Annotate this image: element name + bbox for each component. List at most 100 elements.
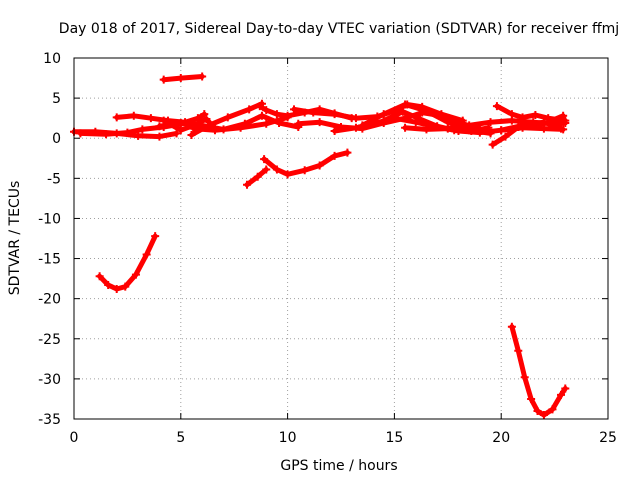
data-point	[401, 123, 410, 132]
data-point	[465, 121, 474, 130]
data-point	[351, 123, 360, 132]
y-tick-label: 0	[52, 131, 61, 147]
data-point	[260, 155, 269, 164]
y-tick-label: -30	[38, 372, 61, 388]
y-tick-label: -15	[38, 252, 61, 268]
data-point	[330, 110, 339, 119]
y-tick-label: -35	[38, 412, 61, 428]
data-point	[501, 132, 510, 141]
data-point	[255, 102, 264, 111]
x-tick-label: 20	[492, 430, 510, 446]
plot-frame	[73, 57, 609, 420]
data-point	[138, 125, 147, 134]
x-tick-label: 0	[70, 430, 79, 446]
data-point	[398, 107, 407, 116]
data-point	[561, 384, 570, 393]
data-point	[486, 129, 495, 138]
data-point	[102, 130, 111, 139]
data-point	[176, 74, 185, 83]
data-point	[146, 114, 155, 123]
data-point	[351, 114, 360, 123]
series-track-h	[159, 72, 207, 84]
data-point	[416, 114, 425, 123]
y-tick-label: -5	[47, 171, 61, 187]
data-point	[330, 127, 339, 136]
data-point	[142, 250, 151, 259]
data-point	[283, 170, 292, 179]
data-point	[283, 111, 292, 120]
x-tick-label: 15	[385, 430, 403, 446]
data-point	[262, 106, 271, 115]
data-point	[151, 232, 160, 241]
data-point	[202, 114, 211, 123]
data-point	[223, 113, 232, 122]
tick-labels: 0 5 10 15 20 25 10 5 0 -5 -10 -15 -20 -25 -30 -35	[38, 51, 617, 446]
data-point	[548, 405, 557, 414]
series-track-t	[260, 148, 352, 179]
data-point	[561, 116, 570, 125]
data-point	[518, 113, 527, 122]
data-point	[176, 118, 185, 127]
data-series	[70, 72, 570, 419]
data-point	[198, 72, 207, 81]
data-point	[315, 118, 324, 127]
data-point	[189, 124, 198, 133]
series-track-v	[507, 322, 570, 419]
data-point	[539, 119, 548, 128]
data-point	[488, 140, 497, 149]
data-point	[422, 106, 431, 115]
data-point	[559, 111, 568, 120]
data-point	[520, 373, 529, 382]
data-point	[236, 123, 245, 132]
data-point	[210, 126, 219, 135]
data-point	[518, 121, 527, 130]
x-axis-label: GPS time / hours	[280, 458, 397, 474]
data-point	[112, 113, 121, 122]
data-point	[527, 394, 536, 403]
data-point	[467, 127, 476, 136]
data-point	[253, 172, 262, 181]
data-point	[172, 129, 181, 138]
data-point	[507, 110, 516, 119]
y-tick-label: 5	[52, 91, 61, 107]
data-point	[200, 110, 209, 119]
data-point	[330, 151, 339, 160]
x-tick-label: 25	[599, 430, 617, 446]
y-tick-label: 10	[43, 51, 61, 67]
data-point	[401, 100, 410, 109]
data-point	[294, 119, 303, 128]
data-point	[272, 165, 281, 174]
y-axis-label: SDTVAR / TECUs	[7, 181, 23, 296]
data-point	[262, 119, 271, 128]
data-point	[497, 126, 506, 135]
data-point	[315, 161, 324, 170]
data-point	[121, 282, 130, 291]
data-point	[159, 75, 168, 84]
data-point	[379, 116, 388, 125]
data-point	[129, 111, 138, 120]
data-point	[187, 131, 196, 140]
y-tick-label: -10	[38, 211, 61, 227]
data-point	[123, 128, 132, 137]
data-point	[539, 410, 548, 419]
data-point	[486, 118, 495, 127]
data-point	[272, 110, 281, 119]
data-point	[131, 270, 140, 279]
data-point	[245, 105, 254, 114]
data-point	[557, 124, 566, 133]
data-point	[507, 322, 516, 331]
y-tick-label: -25	[38, 332, 61, 348]
data-point	[531, 110, 540, 119]
data-point	[112, 285, 121, 294]
x-tick-label: 10	[279, 430, 297, 446]
data-point	[155, 132, 164, 141]
data-point	[257, 111, 266, 120]
data-point	[155, 122, 164, 131]
data-point	[422, 125, 431, 134]
data-point	[300, 166, 309, 175]
data-point	[176, 126, 185, 135]
x-tick-label: 5	[176, 430, 185, 446]
data-point	[443, 124, 452, 133]
series-track-u	[95, 232, 160, 294]
data-point	[134, 131, 143, 140]
